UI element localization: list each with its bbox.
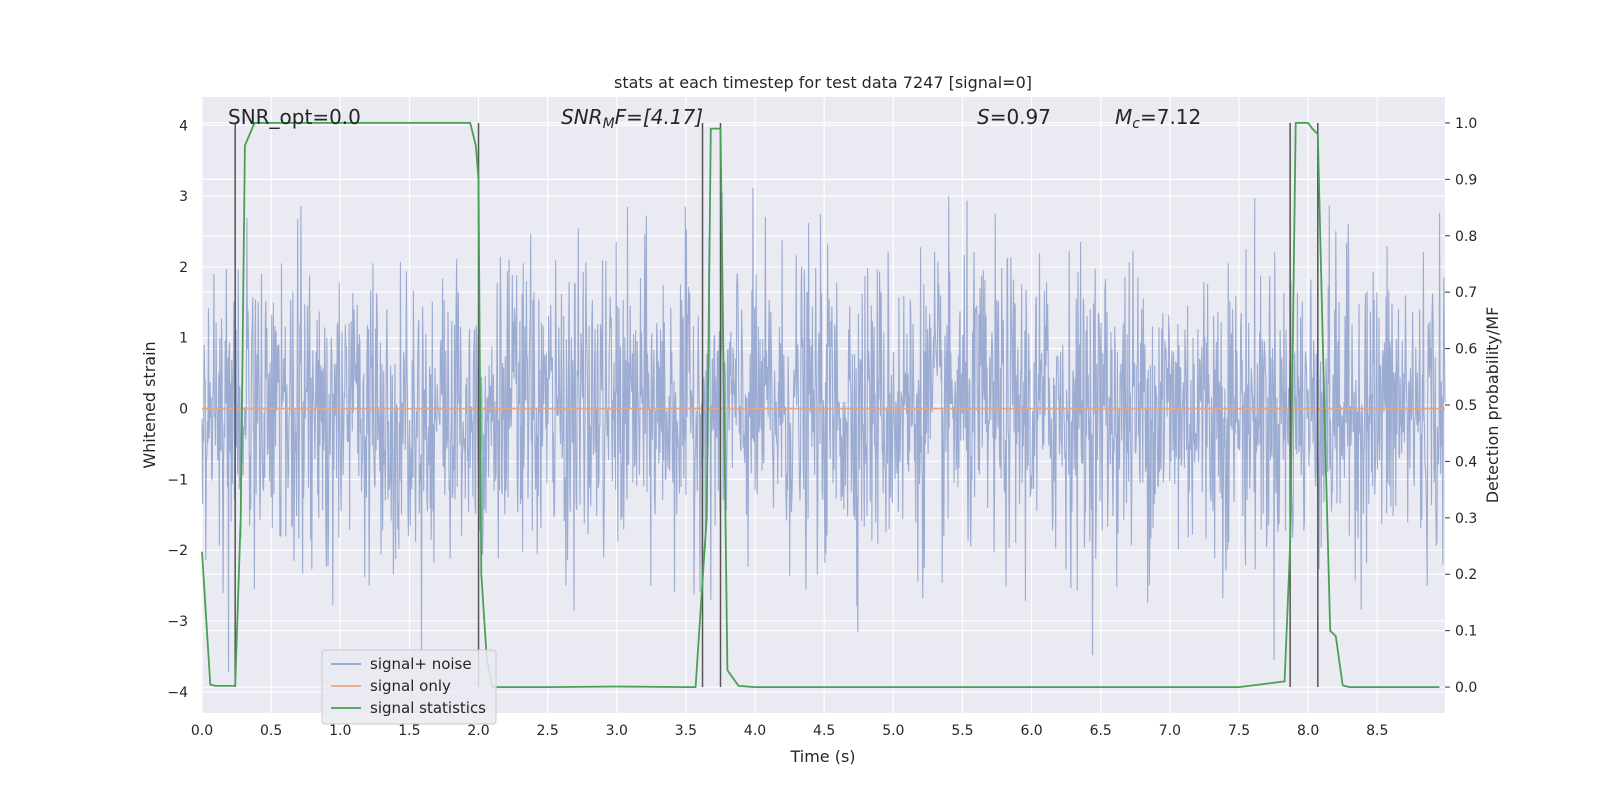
annotation-snr-mf-rest: F=[4.17] xyxy=(615,105,703,129)
annotation-mc: Mc=7.12 xyxy=(1115,105,1201,132)
grid-lines xyxy=(201,97,1445,713)
y-tick-label-right: 1.0 xyxy=(1455,116,1477,132)
y-axis-label-right: Detection probability/MF xyxy=(1483,307,1502,504)
y-tick-label-left: −2 xyxy=(167,543,188,559)
y-tick-label-right: 0.4 xyxy=(1455,454,1477,470)
x-tick-label: 5.0 xyxy=(882,723,904,739)
chart-title: stats at each timestep for test data 724… xyxy=(614,73,1032,92)
y-tick-label-left: 4 xyxy=(179,118,188,134)
x-tick-label: 3.0 xyxy=(606,723,628,739)
x-tick-label: 1.5 xyxy=(398,723,420,739)
y-tick-label-right: 0.8 xyxy=(1455,229,1477,245)
y-tick-label-left: 0 xyxy=(179,402,188,418)
y-tick-label-left: 2 xyxy=(179,260,188,276)
annotation-mc-sub: c xyxy=(1132,116,1140,132)
y-tick-label-right: 0.9 xyxy=(1455,172,1477,188)
x-tick-label: 4.5 xyxy=(813,723,835,739)
y-tick-label-right: 0.2 xyxy=(1455,567,1477,583)
signal-plus-noise-series xyxy=(201,187,1446,672)
signal-statistics-series xyxy=(201,122,1440,688)
legend: signal+ noise signal only signal statist… xyxy=(321,649,497,725)
y-axis-label-left: Whitened strain xyxy=(140,341,159,468)
x-tick-label: 2.5 xyxy=(537,723,559,739)
legend-label-signal-noise: signal+ noise xyxy=(370,655,472,673)
legend-label-signal-statistics: signal statistics xyxy=(370,699,486,717)
annotation-mc-rest: =7.12 xyxy=(1140,105,1201,129)
signal-plus-noise-line xyxy=(201,187,1446,672)
x-tick-label: 4.0 xyxy=(744,723,766,739)
y-tick-label-left: −4 xyxy=(167,685,188,701)
annotation-s-rest: =0.97 xyxy=(990,105,1051,129)
x-tick-label: 8.0 xyxy=(1297,723,1319,739)
annotation-s: S=0.97 xyxy=(977,105,1051,129)
y-tick-label-right: 0.1 xyxy=(1455,624,1477,640)
annotation-snr-mf: SNRMF=[4.17] xyxy=(561,105,703,132)
annotation-snr-mf-base: SNR xyxy=(561,105,603,129)
y-tick-label-right: 0.3 xyxy=(1455,511,1477,527)
y-tick-label-left: −3 xyxy=(167,614,188,630)
y-tick-label-left: −1 xyxy=(167,472,188,488)
annotation-snr-mf-sub: M xyxy=(603,116,615,132)
annotation-mc-base: M xyxy=(1115,105,1132,129)
x-tick-label: 7.0 xyxy=(1159,723,1181,739)
legend-label-signal-only: signal only xyxy=(370,677,451,695)
axis-ticks: 0.0 0.5 1.0 1.5 2.0 2.5 3.0 3.5 4.0 4.5 5.0 5.5 6.0 6… xyxy=(167,116,1477,739)
y-tick-label-right: 0.7 xyxy=(1455,285,1477,301)
x-tick-label: 1.0 xyxy=(329,723,351,739)
legend-box xyxy=(321,649,497,725)
x-tick-label: 0.5 xyxy=(260,723,282,739)
y-tick-label-right: 0.6 xyxy=(1455,342,1477,358)
x-tick-label: 6.0 xyxy=(1020,723,1042,739)
y-tick-label-left: 3 xyxy=(179,189,188,205)
x-tick-label: 5.5 xyxy=(951,723,973,739)
x-tick-label: 8.5 xyxy=(1366,723,1388,739)
x-tick-label: 2.0 xyxy=(467,723,489,739)
signal-statistics-line xyxy=(201,122,1440,688)
x-tick-label: 6.5 xyxy=(1090,723,1112,739)
annotation-s-base: S xyxy=(977,105,990,129)
y-tick-label-left: 1 xyxy=(179,331,188,347)
annotation-snr-opt: SNR_opt=0.0 xyxy=(228,105,361,129)
x-tick-label: 0.0 xyxy=(191,723,213,739)
x-axis-label: Time (s) xyxy=(789,747,855,766)
x-tick-label: 3.5 xyxy=(675,723,697,739)
y-tick-label-right: 0.5 xyxy=(1455,398,1477,414)
x-tick-label: 7.5 xyxy=(1228,723,1250,739)
y-tick-label-right: 0.0 xyxy=(1455,680,1477,696)
